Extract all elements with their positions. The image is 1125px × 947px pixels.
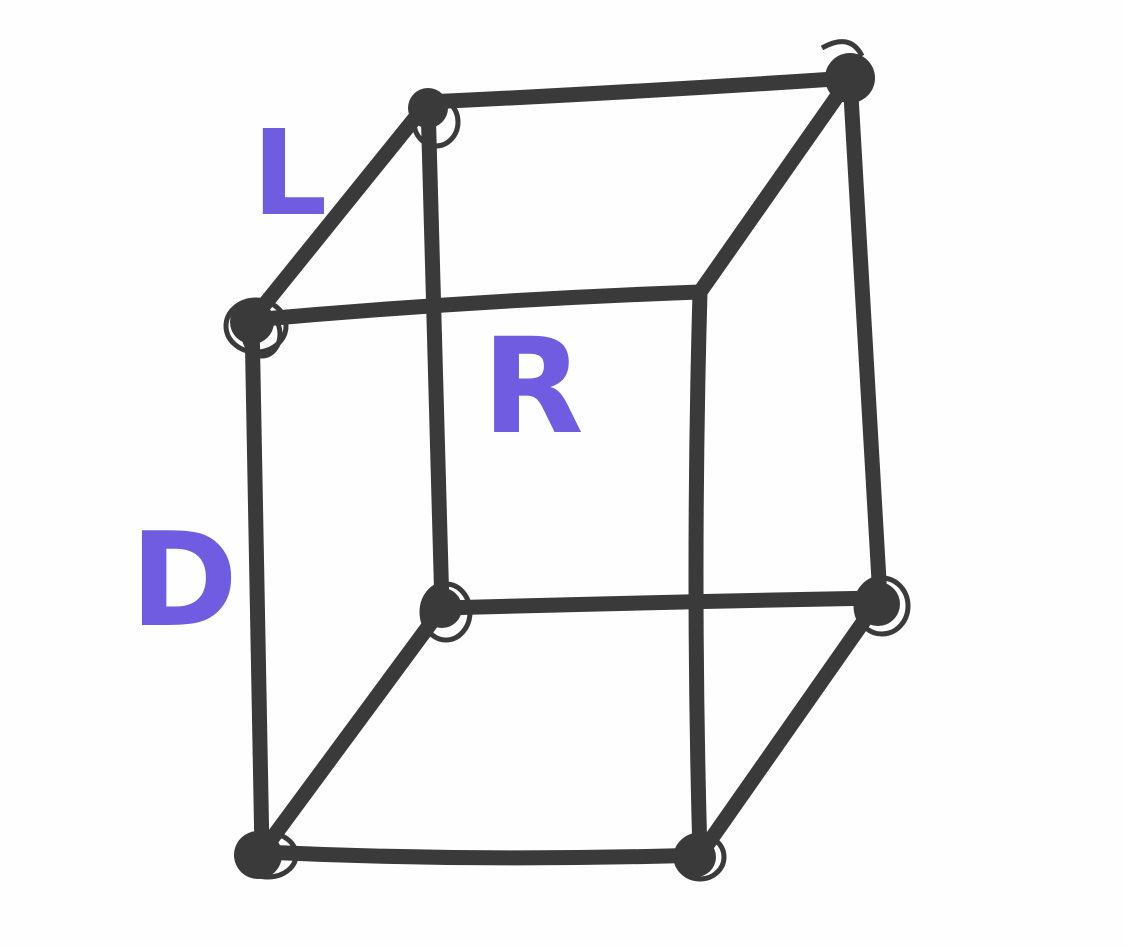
front-top-edge [244,284,708,328]
vertex-front-bottom-left [234,830,299,880]
vertex-back-top-right [820,39,875,103]
bottom-right-connector-edge [692,590,888,863]
back-right-edge [842,70,888,606]
label-length: L [252,104,327,242]
label-depth: D [130,504,238,656]
top-left-connector-edge [244,94,436,328]
top-right-connector-edge [692,70,858,300]
vertex-back-bottom-left [419,581,473,643]
front-bottom-edge [254,844,708,866]
front-right-edge [688,284,708,863]
bottom-left-connector-edge [254,600,450,860]
front-left-edge [244,312,270,860]
label-rise: R [482,310,584,464]
vertex-back-bottom-right [853,575,911,637]
vertex-back-top-left [408,88,461,149]
vertex-front-top-left [223,297,289,359]
back-top-edge [420,70,858,110]
vertex-front-bottom-right [673,832,727,882]
back-left-edge [420,94,450,616]
back-bottom-edge [434,590,888,616]
